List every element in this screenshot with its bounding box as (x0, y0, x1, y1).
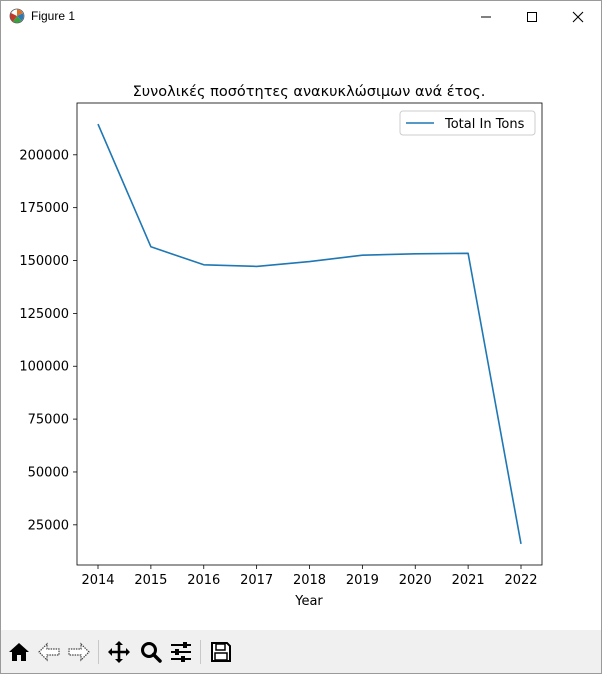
maximize-icon (527, 11, 537, 22)
x-axis-label: Year (294, 594, 323, 609)
y-tick-label: 200000 (19, 148, 69, 163)
x-tick-label: 2016 (187, 573, 220, 588)
legend-box (399, 110, 536, 136)
zoom-button[interactable] (137, 638, 165, 666)
x-tick-label: 2021 (452, 573, 485, 588)
y-tick-label: 50000 (28, 465, 69, 480)
y-tick-label: 100000 (19, 360, 69, 375)
forward-arrow-icon (68, 642, 90, 662)
line-chart: Συνολικές ποσότητες ανακυκλώσιμων ανά έτ… (19, 84, 543, 609)
navigation-toolbar (1, 630, 601, 673)
chart-title: Συνολικές ποσότητες ανακυκλώσιμων ανά έτ… (133, 84, 486, 100)
save-button[interactable] (207, 638, 235, 666)
x-tick-label: 2018 (293, 573, 326, 588)
x-tick-label: 2019 (346, 573, 379, 588)
minimize-icon (481, 16, 491, 17)
matplotlib-logo-icon (9, 8, 25, 24)
x-tick-label: 2020 (399, 573, 432, 588)
y-axis: 25000 50000 75000 100000 125000 150000 175000 2… (19, 148, 77, 533)
figure-canvas[interactable]: Συνολικές ποσότητες ανακυκλώσιμων ανά έτ… (1, 32, 601, 630)
toolbar-separator (200, 640, 201, 664)
minimize-button[interactable] (463, 1, 509, 32)
forward-button[interactable] (65, 638, 93, 666)
x-tick-label: 2015 (134, 573, 167, 588)
back-button[interactable] (35, 638, 63, 666)
x-tick-label: 2017 (240, 573, 273, 588)
maximize-button[interactable] (509, 1, 555, 32)
window-title: Figure 1 (31, 9, 76, 23)
y-tick-label: 125000 (19, 307, 69, 322)
close-icon (572, 11, 584, 22)
legend: Total In Tons (399, 110, 536, 136)
y-tick-label: 75000 (28, 413, 69, 428)
title-bar: Figure 1 (1, 1, 601, 32)
save-icon (211, 642, 231, 662)
plot-area (97, 123, 522, 545)
zoom-icon (141, 642, 162, 663)
close-button[interactable] (555, 1, 601, 32)
series-line (97, 123, 522, 545)
pan-button[interactable] (105, 638, 133, 666)
back-arrow-icon (38, 642, 60, 662)
x-tick-label: 2014 (81, 573, 114, 588)
legend-series-label: Total In Tons (444, 117, 525, 132)
axes-frame (76, 102, 543, 566)
y-tick-label: 150000 (19, 254, 69, 269)
x-axis: 2014 2015 2016 2017 2018 2019 2020 2021 2022 (81, 565, 538, 588)
y-tick-label: 175000 (19, 201, 69, 216)
home-button[interactable] (5, 638, 33, 666)
home-icon (9, 643, 29, 661)
configure-subplots-button[interactable] (167, 638, 195, 666)
pan-icon (108, 641, 130, 663)
toolbar-separator (98, 640, 99, 664)
configure-subplots-icon (171, 642, 191, 662)
y-tick-label: 25000 (28, 518, 69, 533)
x-tick-label: 2022 (504, 573, 537, 588)
